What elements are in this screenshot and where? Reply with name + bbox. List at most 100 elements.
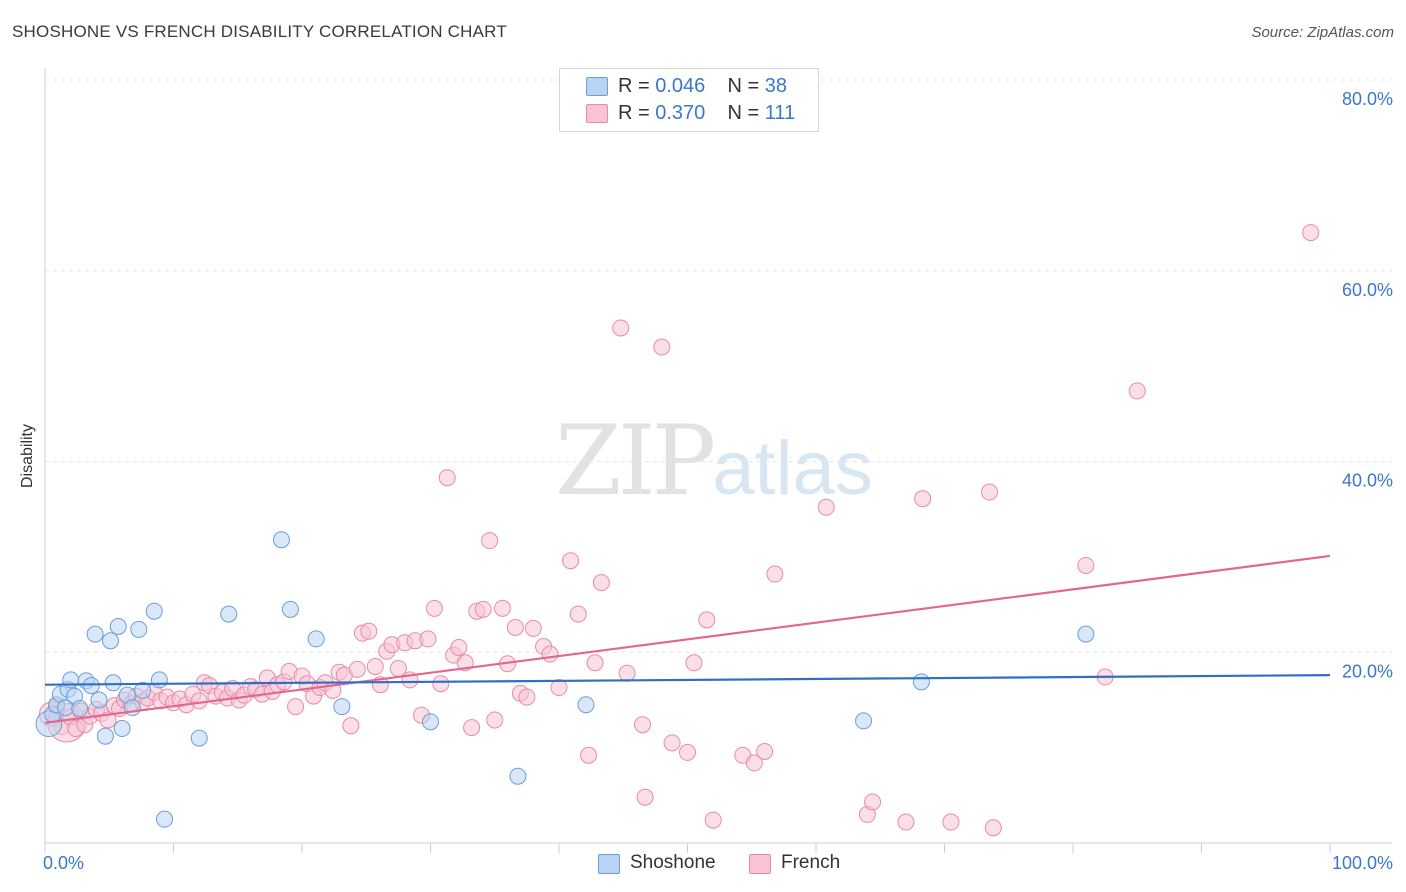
y-tick-label: 40.0%: [1342, 471, 1393, 491]
french-point: [942, 813, 960, 831]
shoshone-point: [912, 673, 930, 691]
french-point: [618, 664, 636, 682]
x-tick-label: 0.0%: [43, 853, 84, 873]
french-point: [524, 619, 542, 637]
shoshone-point: [96, 727, 114, 745]
french-r-value: 0.370: [655, 102, 706, 124]
french-point: [663, 734, 681, 752]
french-point: [432, 675, 450, 693]
french-point: [474, 600, 492, 618]
french-point: [914, 490, 932, 508]
shoshone-swatch: [586, 77, 608, 96]
french-point: [562, 552, 580, 570]
shoshone-point: [220, 605, 238, 623]
x-tick-label: 100.0%: [1332, 853, 1393, 873]
french-n-value: 111: [764, 102, 796, 124]
shoshone-point: [855, 712, 873, 730]
correlation-legend: R = 0.046 N = 38 R = 0.370 N = 111: [559, 68, 819, 132]
french-point: [366, 658, 384, 676]
shoshone-point: [104, 674, 122, 692]
french-point: [450, 638, 468, 656]
shoshone-point: [71, 700, 89, 718]
shoshone-point: [307, 630, 325, 648]
chart-title: SHOSHONE VS FRENCH DISABILITY CORRELATIO…: [12, 22, 507, 41]
french-point: [287, 698, 305, 716]
french-point: [864, 793, 882, 811]
french-point: [592, 574, 610, 592]
trend-lines: [44, 554, 1331, 724]
french-point: [541, 645, 559, 663]
shoshone-point: [272, 531, 290, 549]
french-point: [348, 660, 366, 678]
y-tick-label: 80.0%: [1342, 89, 1393, 109]
tick-labels: 20.0% 40.0% 60.0% 80.0% 0.0% 100.0%: [43, 89, 1393, 873]
french-point: [569, 605, 587, 623]
shoshone-point: [113, 720, 131, 738]
french-point: [980, 483, 998, 501]
french-point: [817, 498, 835, 516]
shoshone-point: [333, 698, 351, 716]
french-point: [506, 618, 524, 636]
shoshone-point: [145, 602, 163, 620]
french-point: [1128, 382, 1146, 400]
french-point: [190, 692, 208, 710]
french-point: [897, 813, 915, 831]
y-tick-label: 60.0%: [1342, 280, 1393, 300]
french-point: [438, 469, 456, 487]
french-point: [518, 688, 536, 706]
shoshone-point: [134, 681, 152, 699]
french-point: [486, 711, 504, 729]
shoshone-point: [156, 810, 174, 828]
shoshone-point: [509, 767, 527, 785]
source-credit: Source: ZipAtlas.com: [1251, 24, 1394, 41]
french-point: [419, 630, 437, 648]
french-point: [1077, 556, 1095, 574]
french-point: [360, 622, 378, 640]
shoshone-point: [90, 691, 108, 709]
french-point: [679, 743, 696, 761]
shoshone-point: [577, 696, 595, 714]
series-legend: Shoshone French: [0, 852, 1406, 878]
french-points: [38, 224, 1320, 837]
french-point: [745, 754, 763, 772]
grid-lines: [45, 79, 1392, 653]
french-point: [493, 599, 511, 617]
shoshone-r-value: 0.046: [655, 75, 706, 97]
french-point: [342, 717, 360, 735]
french-point: [766, 565, 784, 583]
shoshone-point: [281, 600, 299, 618]
french-point: [984, 819, 1002, 837]
french-trend-line: [44, 554, 1331, 724]
french-point: [756, 742, 774, 760]
shoshone-n-value: 38: [764, 75, 788, 97]
french-point: [580, 746, 598, 764]
french-point: [653, 338, 671, 356]
french-point: [685, 654, 703, 672]
axes: [44, 68, 1392, 853]
shoshone-point: [190, 729, 208, 747]
shoshone-point: [422, 713, 439, 731]
french-point: [704, 811, 722, 829]
shoshone-point: [102, 632, 120, 650]
french-legend-swatch: [749, 854, 771, 874]
shoshone-point: [86, 625, 104, 643]
french-point: [425, 599, 443, 617]
french-point: [634, 716, 652, 734]
french-point: [612, 319, 630, 337]
french-swatch: [586, 104, 608, 123]
shoshone-point: [82, 677, 100, 695]
french-point: [1302, 224, 1320, 242]
french-point: [481, 532, 499, 550]
french-point: [586, 654, 604, 672]
shoshone-point: [130, 620, 148, 638]
french-point: [698, 611, 716, 629]
y-tick-label: 20.0%: [1342, 661, 1393, 681]
shoshone-point: [1077, 625, 1095, 643]
french-point: [636, 788, 654, 806]
french-point: [550, 679, 568, 697]
shoshone-points: [35, 531, 1095, 828]
shoshone-point: [150, 671, 168, 689]
shoshone-trend-line: [44, 674, 1331, 686]
shoshone-point: [109, 617, 127, 635]
